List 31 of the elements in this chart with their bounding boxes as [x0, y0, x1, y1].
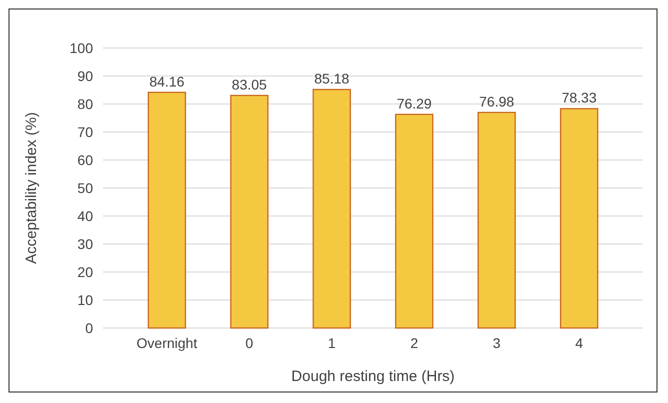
- y-tick-label: 100: [70, 40, 94, 56]
- y-tick-label: 20: [77, 264, 94, 280]
- data-label: 78.33: [562, 90, 597, 106]
- data-label: 76.98: [479, 93, 514, 110]
- y-tick-label: 40: [77, 208, 94, 224]
- data-label: 85.18: [314, 70, 350, 86]
- y-tick-label: 50: [77, 180, 94, 196]
- y-tick-label: 90: [77, 68, 94, 84]
- y-tick-label: 60: [77, 152, 94, 168]
- bar: [478, 112, 516, 329]
- y-tick-label: 0: [85, 320, 94, 336]
- y-tick-label: 70: [77, 124, 94, 140]
- data-label: 84.16: [149, 73, 185, 90]
- y-tick-label: 30: [77, 236, 94, 252]
- x-axis-title: Dough resting time (Hrs): [291, 368, 455, 385]
- y-tick-label: 10: [77, 292, 94, 308]
- bar: [148, 92, 186, 329]
- x-tick-label: 2: [410, 335, 418, 351]
- bar: [395, 114, 434, 329]
- x-tick-label: 0: [245, 335, 254, 351]
- bar: [312, 88, 351, 329]
- x-tick-label: Overnight: [136, 335, 198, 351]
- bar: [560, 108, 598, 329]
- x-tick-label: 1: [328, 335, 336, 351]
- bar: [230, 94, 268, 329]
- data-label: 76.29: [396, 95, 432, 112]
- y-tick-label: 80: [77, 96, 94, 112]
- data-label: 83.05: [232, 76, 268, 92]
- x-tick-label: 3: [492, 335, 501, 351]
- y-axis-title: Acceptability index (%): [23, 112, 40, 264]
- x-tick-label: 4: [575, 335, 584, 351]
